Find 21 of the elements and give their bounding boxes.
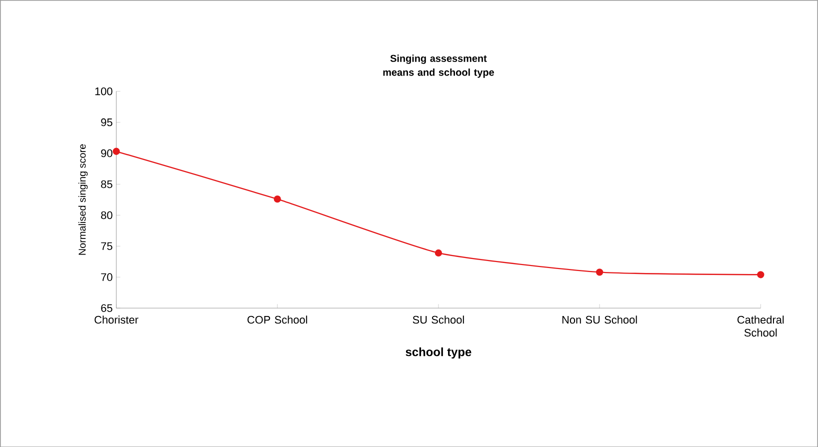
x-tick-label: Non SU School (562, 315, 637, 324)
y-tick-label: 75 (101, 242, 112, 250)
y-tick-label: 90 (101, 149, 112, 157)
point (274, 195, 281, 202)
point (757, 270, 764, 278)
y-tick-label: 100 (95, 87, 112, 96)
x-tick-label: SU School (412, 315, 464, 324)
point (596, 268, 604, 276)
point (434, 249, 442, 256)
x-tick-label: Chorister (94, 315, 138, 324)
y-tick-label: 65 (101, 304, 112, 312)
chart-title: Singing assessment means and school type (383, 54, 494, 78)
x-tick-label: Cathedral School (737, 315, 784, 336)
y-tick-label: 70 (101, 273, 112, 281)
y-tick-label: 95 (101, 118, 112, 126)
x-axis-title: school type (406, 347, 472, 358)
point (112, 148, 120, 155)
y-tick-label: 85 (101, 180, 112, 188)
y-tick-label: 80 (101, 211, 112, 219)
y-axis-title: Normalised singing score (78, 144, 88, 255)
x-tick-label: COP School (248, 315, 308, 324)
